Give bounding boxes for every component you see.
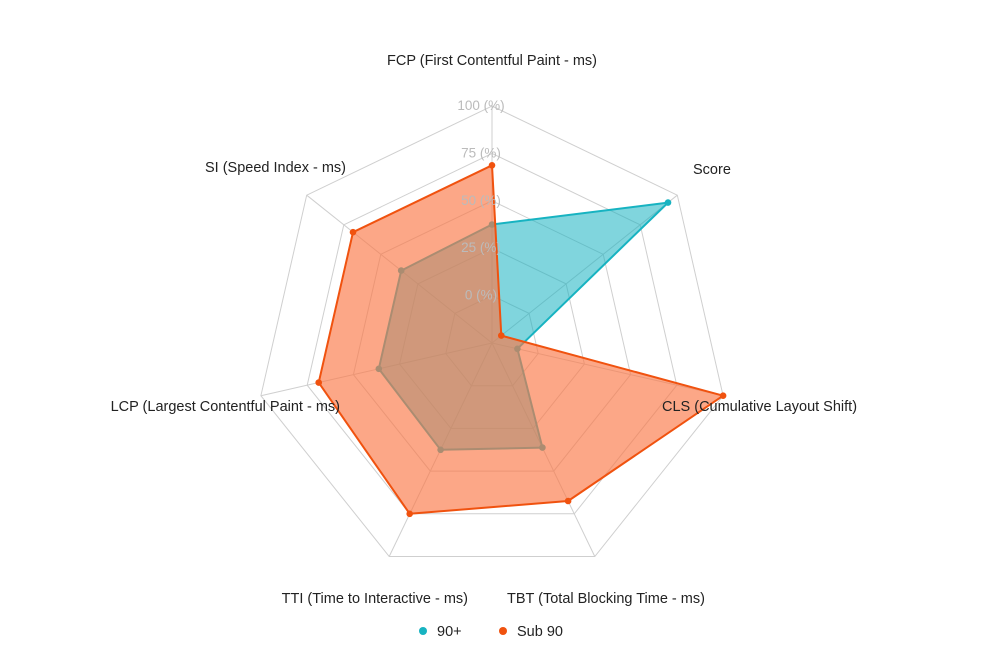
legend-item-1[interactable]: Sub 90 [499, 624, 563, 640]
axis-label-3: TBT (Total Blocking Time - ms) [507, 591, 705, 607]
axis-label-0: FCP (First Contentful Paint - ms) [387, 53, 597, 69]
axis-label-6: SI (Speed Index - ms) [205, 160, 346, 176]
radar-tick-labels: 0 (%) 25 (%) 50 (%) 75 (%) 100 (%) [457, 98, 504, 303]
tick-label-2: 50 (%) [461, 193, 501, 208]
series-1-point-2[interactable] [719, 392, 727, 400]
grid-ring-3 [306, 152, 678, 515]
axis-label-5: LCP (Largest Contentful Paint - ms) [111, 399, 340, 415]
series-1-point-5[interactable] [315, 379, 323, 386]
axis-label-1: Score [693, 162, 731, 178]
tick-label-3: 75 (%) [461, 145, 501, 160]
legend-marker-0 [419, 627, 427, 635]
series-area-1 [317, 164, 725, 515]
series-0-point-1[interactable] [664, 199, 672, 206]
axis-label-2: CLS (Cumulative Layout Shift) [662, 399, 857, 415]
radar-series [315, 162, 727, 518]
series-1-point-1[interactable] [498, 332, 505, 339]
legend-item-0[interactable]: 90+ [419, 624, 462, 640]
legend[interactable]: 90+ Sub 90 [419, 624, 563, 640]
tick-label-1: 25 (%) [461, 240, 501, 255]
series-1-point-0[interactable] [488, 162, 496, 169]
series-1-point-3[interactable] [564, 497, 572, 505]
legend-label-1: Sub 90 [517, 624, 563, 640]
legend-marker-1 [499, 627, 507, 635]
tick-label-0: 0 (%) [465, 288, 497, 303]
legend-label-0: 90+ [437, 624, 462, 640]
series-1 [315, 162, 727, 518]
grid-ring-4 [260, 105, 724, 557]
axis-label-4: TTI (Time to Interactive - ms) [282, 591, 468, 607]
series-1-point-6[interactable] [349, 228, 357, 236]
radar-axis-labels: FCP (First Contentful Paint - ms) Score CL… [111, 53, 857, 607]
tick-label-4: 100 (%) [457, 98, 504, 113]
series-1-point-4[interactable] [406, 510, 414, 518]
